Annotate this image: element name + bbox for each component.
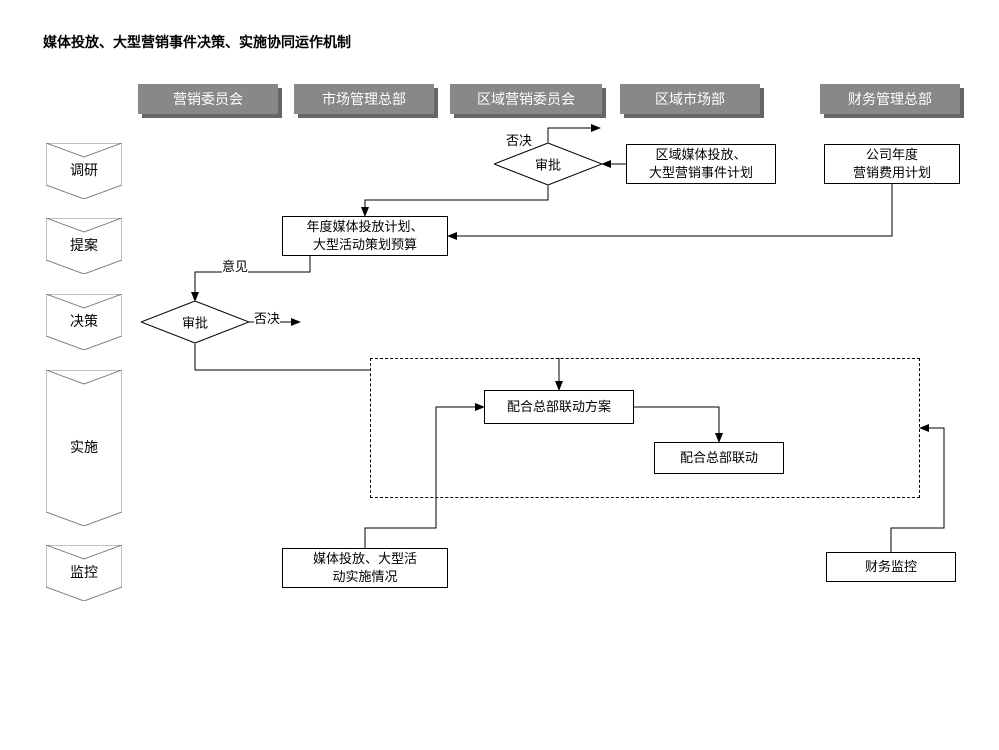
box-b_fin_monitor: 财务监控 — [826, 552, 956, 582]
page-title: 媒体投放、大型营销事件决策、实施协同运作机制 — [43, 32, 351, 52]
box-b_linkage: 配合总部联动 — [654, 442, 784, 474]
diamond-label: 审批 — [494, 155, 602, 174]
phase-p5: 监控 — [46, 545, 122, 601]
column-header: 财务管理总部 — [820, 84, 960, 114]
box-b_region_plan: 区域媒体投放、大型营销事件计划 — [626, 144, 776, 184]
edge-e3 — [365, 185, 548, 216]
phase-label: 决策 — [46, 311, 122, 331]
box-b_linkage_plan: 配合总部联动方案 — [484, 390, 634, 424]
column-header: 区域市场部 — [620, 84, 760, 114]
phase-p2: 提案 — [46, 218, 122, 274]
column-header: 区域营销委员会 — [450, 84, 602, 114]
edge-label-l_reject2: 否决 — [254, 308, 280, 327]
edge-label-l_reject1: 否决 — [506, 130, 532, 149]
phase-label: 监控 — [46, 562, 122, 582]
box-b_company_plan: 公司年度营销费用计划 — [824, 144, 960, 184]
edge-e4 — [448, 184, 892, 236]
column-header: 市场管理总部 — [294, 84, 434, 114]
phase-p1: 调研 — [46, 143, 122, 199]
phase-label: 实施 — [46, 437, 122, 457]
edge-label-l_opinion: 意见 — [222, 256, 248, 275]
edge-e7 — [195, 343, 370, 370]
diamond-d_approve: 审批 — [141, 301, 249, 343]
box-b_annual_plan: 年度媒体投放计划、大型活动策划预算 — [282, 216, 448, 256]
dashed-group — [370, 358, 920, 498]
diamond-label: 审批 — [141, 313, 249, 332]
phase-p3: 决策 — [46, 294, 122, 350]
edge-e2 — [548, 128, 600, 143]
phase-label: 提案 — [46, 235, 122, 255]
phase-p4: 实施 — [46, 370, 122, 526]
box-b_impl_status: 媒体投放、大型活动实施情况 — [282, 548, 448, 588]
diamond-d_region_approve: 审批 — [494, 143, 602, 185]
edge-e5 — [195, 256, 310, 301]
column-header: 营销委员会 — [138, 84, 278, 114]
phase-label: 调研 — [46, 160, 122, 180]
